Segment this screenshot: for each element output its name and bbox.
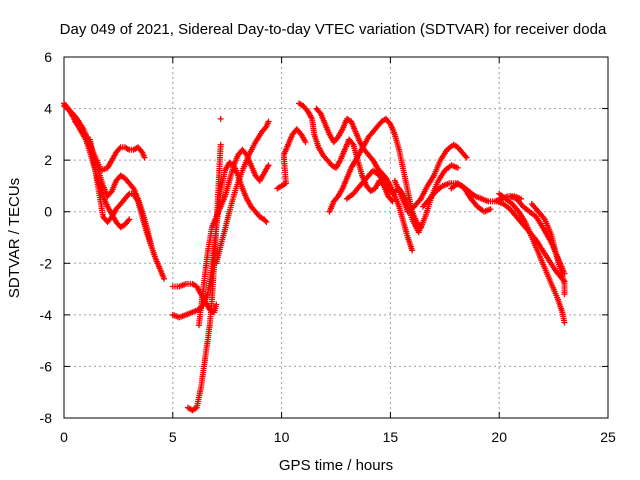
x-tick-label: 20 (491, 429, 507, 445)
series-trace-m (313, 105, 416, 254)
data-point-markers (296, 100, 396, 205)
x-tick-label: 5 (169, 429, 177, 445)
data-point-markers (185, 141, 224, 414)
series-trace-t (496, 190, 568, 326)
data-point-markers (448, 180, 494, 215)
y-tick-label: -4 (40, 307, 53, 323)
data-point-markers (496, 190, 568, 326)
series-trace-g (185, 141, 224, 414)
x-axis-label: GPS time / hours (279, 457, 393, 474)
y-tick-label: 0 (44, 204, 52, 220)
series-trace-j (217, 115, 224, 122)
series-trace-n (326, 115, 424, 231)
series-trace-d (87, 136, 154, 249)
y-tick-label: 6 (44, 49, 52, 65)
data-point-markers (391, 141, 470, 215)
x-tick-label: 10 (274, 429, 290, 445)
data-point-markers (87, 136, 154, 249)
x-tick-label: 15 (383, 429, 399, 445)
y-tick-label: -2 (40, 255, 53, 271)
data-point-markers (528, 201, 568, 298)
data-point-markers (313, 105, 416, 254)
series-trace-r (448, 180, 494, 215)
data-point-markers (326, 115, 424, 231)
y-tick-labels: -8 -6 -4 -2 0 2 4 6 (40, 49, 53, 426)
data-marks (61, 100, 568, 414)
y-axis-label: SDTVAR / TECUs (6, 178, 23, 298)
y-tick-label: 2 (44, 152, 52, 168)
x-tick-label: 0 (60, 429, 68, 445)
series-trace-i (213, 118, 272, 267)
y-tick-label: -8 (40, 410, 53, 426)
data-point-markers (213, 118, 272, 267)
plot-frame (63, 56, 609, 419)
data-point-markers (217, 115, 224, 122)
data-point-markers (274, 126, 309, 192)
series-trace-l (296, 100, 396, 205)
y-tick-label: 4 (44, 101, 52, 117)
y-tick-label: -6 (40, 358, 53, 374)
series-trace-v (528, 201, 568, 298)
series-trace-k (274, 126, 309, 192)
chart-title: Day 049 of 2021, Sidereal Day-to-day VTE… (60, 21, 607, 38)
x-tick-labels: 0 5 10 15 20 25 (60, 429, 616, 445)
series-trace-p (391, 141, 470, 215)
axis-ticks (63, 56, 609, 419)
x-tick-label: 25 (600, 429, 616, 445)
